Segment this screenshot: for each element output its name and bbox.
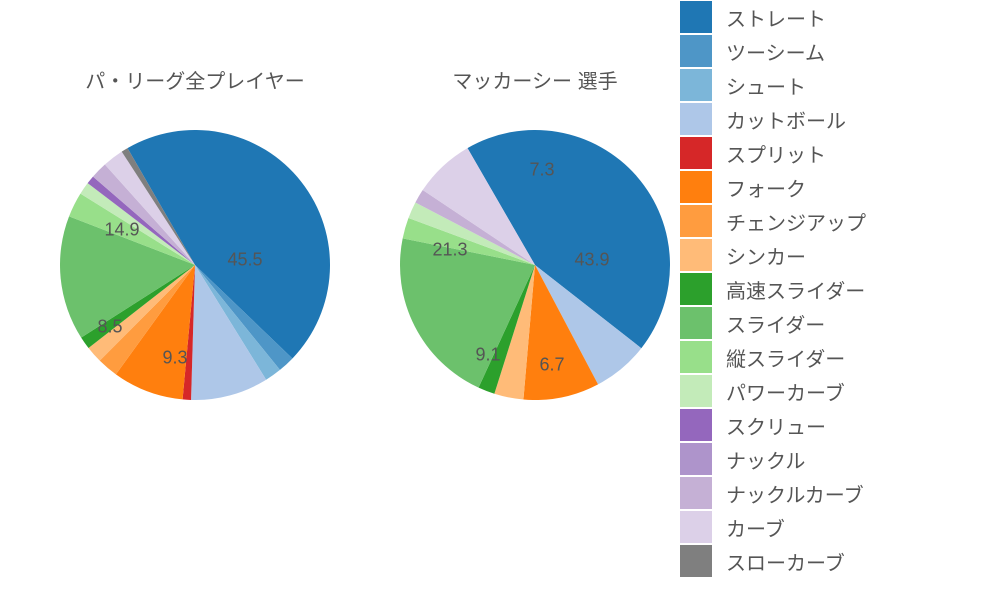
legend-swatch — [680, 409, 712, 441]
legend-label: スクリュー — [726, 411, 826, 440]
slice-label: 7.3 — [529, 160, 554, 181]
legend-swatch — [680, 171, 712, 203]
chart-title: マッカーシー 選手 — [370, 65, 700, 94]
legend-label: シンカー — [726, 241, 806, 270]
legend-swatch — [680, 103, 712, 135]
legend-label: ナックルカーブ — [726, 479, 864, 508]
slice-label: 14.9 — [104, 220, 139, 241]
pie-svg — [60, 130, 330, 400]
legend-label: スプリット — [726, 139, 826, 168]
legend-label: カットボール — [726, 105, 846, 134]
legend-label: ナックル — [726, 445, 805, 474]
legend-item: 高速スライダー — [680, 272, 1000, 306]
slice-label: 9.3 — [162, 348, 187, 369]
legend-item: カットボール — [680, 102, 1000, 136]
legend-item: ツーシーム — [680, 34, 1000, 68]
legend-item: フォーク — [680, 170, 1000, 204]
chart-title: パ・リーグ全プレイヤー — [30, 65, 360, 94]
legend-label: ツーシーム — [726, 37, 825, 66]
legend-label: フォーク — [726, 173, 806, 202]
legend-swatch — [680, 35, 712, 67]
legend-item: スプリット — [680, 136, 1000, 170]
legend-label: チェンジアップ — [726, 207, 866, 236]
pie-chart-league: パ・リーグ全プレイヤー45.59.38.514.9 — [30, 65, 360, 335]
legend-item: パワーカーブ — [680, 374, 1000, 408]
legend-item: ストレート — [680, 0, 1000, 34]
pie-wrap: 43.9 6.7 9.1 21.3 7.3 — [400, 130, 670, 400]
slice-label: 9.1 — [475, 345, 500, 366]
chart-container: パ・リーグ全プレイヤー 45.5 9.3 8.5 14.9 マッカーシー 選手 43.9 6.… — [0, 0, 1000, 600]
pie-wrap: 45.5 9.3 8.5 14.9 — [60, 130, 330, 400]
legend-swatch — [680, 205, 712, 237]
legend-item: シンカー — [680, 238, 1000, 272]
legend-item: スライダー — [680, 306, 1000, 340]
legend-item: スローカーブ — [680, 544, 1000, 578]
pie-charts-area: パ・リーグ全プレイヤー45.59.38.514.9マッカーシー 選手43.96.… — [0, 0, 680, 600]
legend-swatch — [680, 307, 712, 339]
legend-label: 高速スライダー — [726, 275, 865, 304]
legend-swatch — [680, 1, 712, 33]
legend-label: シュート — [726, 71, 806, 100]
legend-item: ナックルカーブ — [680, 476, 1000, 510]
legend-item: シュート — [680, 68, 1000, 102]
legend-swatch — [680, 341, 712, 373]
legend-swatch — [680, 137, 712, 169]
legend-label: ストレート — [726, 3, 826, 32]
slice-label: 21.3 — [432, 240, 467, 261]
legend-item: スクリュー — [680, 408, 1000, 442]
legend-swatch — [680, 69, 712, 101]
legend-label: スローカーブ — [726, 547, 845, 576]
slice-label: 8.5 — [97, 317, 122, 338]
legend-swatch — [680, 545, 712, 577]
slice-label: 6.7 — [539, 355, 564, 376]
legend: ストレートツーシームシュートカットボールスプリットフォークチェンジアップシンカー… — [670, 0, 1000, 578]
legend-item: チェンジアップ — [680, 204, 1000, 238]
legend-label: スライダー — [726, 309, 825, 338]
legend-swatch — [680, 273, 712, 305]
legend-item: カーブ — [680, 510, 1000, 544]
legend-swatch — [680, 443, 712, 475]
legend-label: カーブ — [726, 513, 785, 542]
slice-label: 43.9 — [574, 250, 609, 271]
pie-chart-player: マッカーシー 選手43.96.79.121.37.3 — [370, 65, 700, 335]
legend-label: パワーカーブ — [726, 377, 845, 406]
legend-swatch — [680, 375, 712, 407]
legend-item: ナックル — [680, 442, 1000, 476]
legend-label: 縦スライダー — [726, 343, 845, 372]
legend-swatch — [680, 511, 712, 543]
legend-item: 縦スライダー — [680, 340, 1000, 374]
legend-swatch — [680, 477, 712, 509]
legend-swatch — [680, 239, 712, 271]
slice-label: 45.5 — [227, 250, 262, 271]
